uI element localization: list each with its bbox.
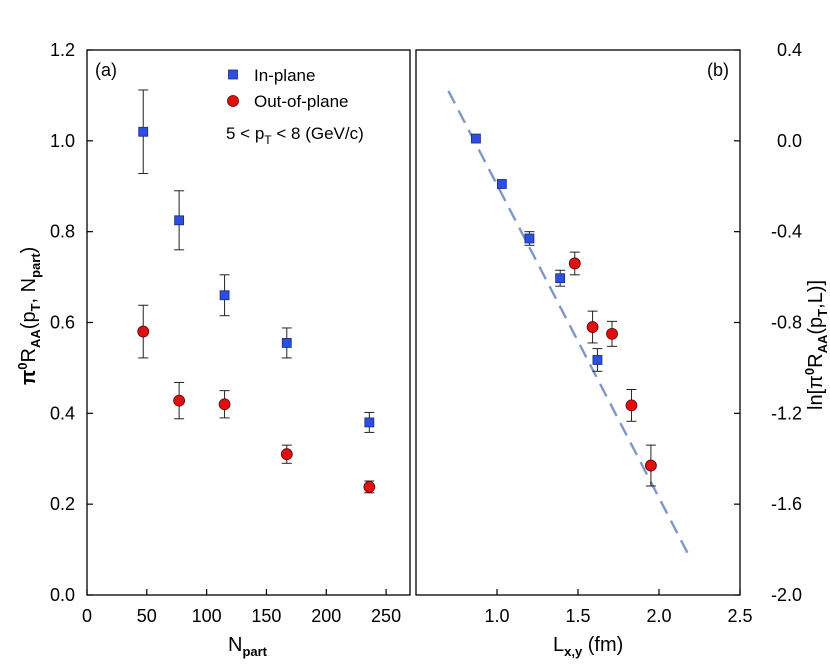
x-tick-label-a-0: 0 (82, 606, 92, 626)
fit-line (447, 90, 690, 555)
panel-a-label: (a) (95, 60, 117, 80)
point-a-out-of-plane-3 (280, 448, 293, 461)
y-tick-label-a-6: 1.2 (50, 40, 75, 60)
point-a-in-plane-1 (174, 215, 185, 226)
point-b-out-of-plane-4 (645, 459, 657, 472)
y-tick-label-b-3: -0.8 (771, 313, 802, 333)
y-tick-label-b-0: -2.0 (771, 585, 802, 605)
legend-out-of-plane-label: Out-of-plane (254, 92, 349, 111)
point-a-in-plane-3 (281, 338, 292, 348)
point-b-in-plane-4 (592, 355, 603, 365)
y-tick-label-b-6: 0.4 (777, 40, 802, 60)
x-tick-label-b-0: 1.0 (484, 606, 509, 626)
panel-b-xlabel: Lx,y (fm) (553, 634, 623, 659)
y-tick-label-a-4: 0.8 (50, 222, 75, 242)
x-tick-label-a-4: 200 (311, 606, 341, 626)
y-tick-label-b-5: 0.0 (777, 131, 802, 151)
y-tick-label-b-2: -1.2 (771, 403, 802, 423)
x-tick-label-b-3: 2.5 (727, 606, 752, 626)
panel-b: 1.0 1.5 2.0 2.5 -2.0 -1.6 -1.2 -0.8 -0.4 0.0 0.4 (… (415, 40, 830, 659)
y-tick-label-a-5: 1.0 (50, 131, 75, 151)
y-tick-label-a-2: 0.4 (50, 403, 75, 423)
x-tick-label-a-3: 150 (251, 606, 281, 626)
point-a-out-of-plane-1 (173, 394, 186, 407)
legend-in-plane-label: In-plane (254, 66, 315, 85)
panel-b-label: (b) (707, 60, 729, 80)
panel-a-xlabel: Npart (228, 634, 268, 659)
x-tick-label-a-5: 250 (371, 606, 401, 626)
x-tick-label-b-2: 2.0 (646, 606, 671, 626)
point-b-in-plane-0 (471, 133, 481, 144)
panel-a-axes: 0 50 100 150 200 250 0.0 0.2 0.4 0.6 0.8 1.0 1.2 (50, 40, 401, 626)
point-b-in-plane-1 (496, 179, 507, 189)
legend: In-plane Out-of-plane (227, 66, 349, 111)
y-tick-label-a-3: 0.6 (50, 313, 75, 333)
panel-a-marks (137, 89, 376, 494)
point-a-out-of-plane-2 (218, 398, 231, 411)
legend-in-plane-marker (228, 69, 238, 80)
point-a-in-plane-0 (138, 126, 149, 137)
point-a-in-plane-2 (219, 290, 230, 301)
x-tick-label-b-1: 1.5 (565, 606, 590, 626)
pt-range-annotation: 5 < pT < 8 (GeV/c) (226, 124, 364, 147)
point-a-in-plane-4 (364, 417, 375, 428)
panel-a-ylabel: π0RAA(pT, Npart) (15, 247, 43, 385)
point-b-in-plane-2 (524, 233, 535, 244)
y-tick-label-b-4: -0.4 (771, 222, 802, 242)
point-a-out-of-plane-0 (137, 325, 150, 338)
x-tick-label-a-2: 100 (192, 606, 222, 626)
legend-out-of-plane-marker (227, 95, 239, 107)
y-tick-label-b-1: -1.6 (771, 494, 802, 514)
panel-b-axes: 1.0 1.5 2.0 2.5 -2.0 -1.6 -1.2 -0.8 -0.4 0.0 0.4 (484, 40, 802, 626)
point-b-in-plane-3 (555, 273, 566, 284)
y-tick-label-a-0: 0.0 (50, 585, 75, 605)
point-b-out-of-plane-1 (586, 321, 599, 333)
panel-b-ylabel: ln[π0RAA(pT,L)] (802, 280, 830, 410)
x-tick-label-a-1: 50 (137, 606, 157, 626)
point-b-out-of-plane-2 (606, 327, 618, 340)
point-b-out-of-plane-0 (568, 257, 581, 270)
panel-b-marks (447, 90, 690, 555)
point-a-out-of-plane-4 (363, 481, 376, 493)
panel-a: 0 50 100 150 200 250 0.0 0.2 0.4 0.6 0.8 1.0 1.2 (a)… (15, 40, 411, 659)
point-b-out-of-plane-3 (625, 399, 638, 412)
panel-b-frame (415, 49, 741, 596)
y-tick-label-a-1: 0.2 (50, 494, 75, 514)
